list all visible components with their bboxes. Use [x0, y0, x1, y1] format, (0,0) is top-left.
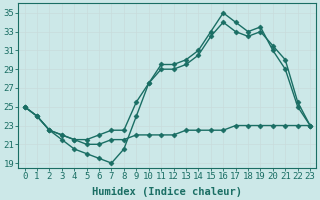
- X-axis label: Humidex (Indice chaleur): Humidex (Indice chaleur): [92, 186, 242, 197]
